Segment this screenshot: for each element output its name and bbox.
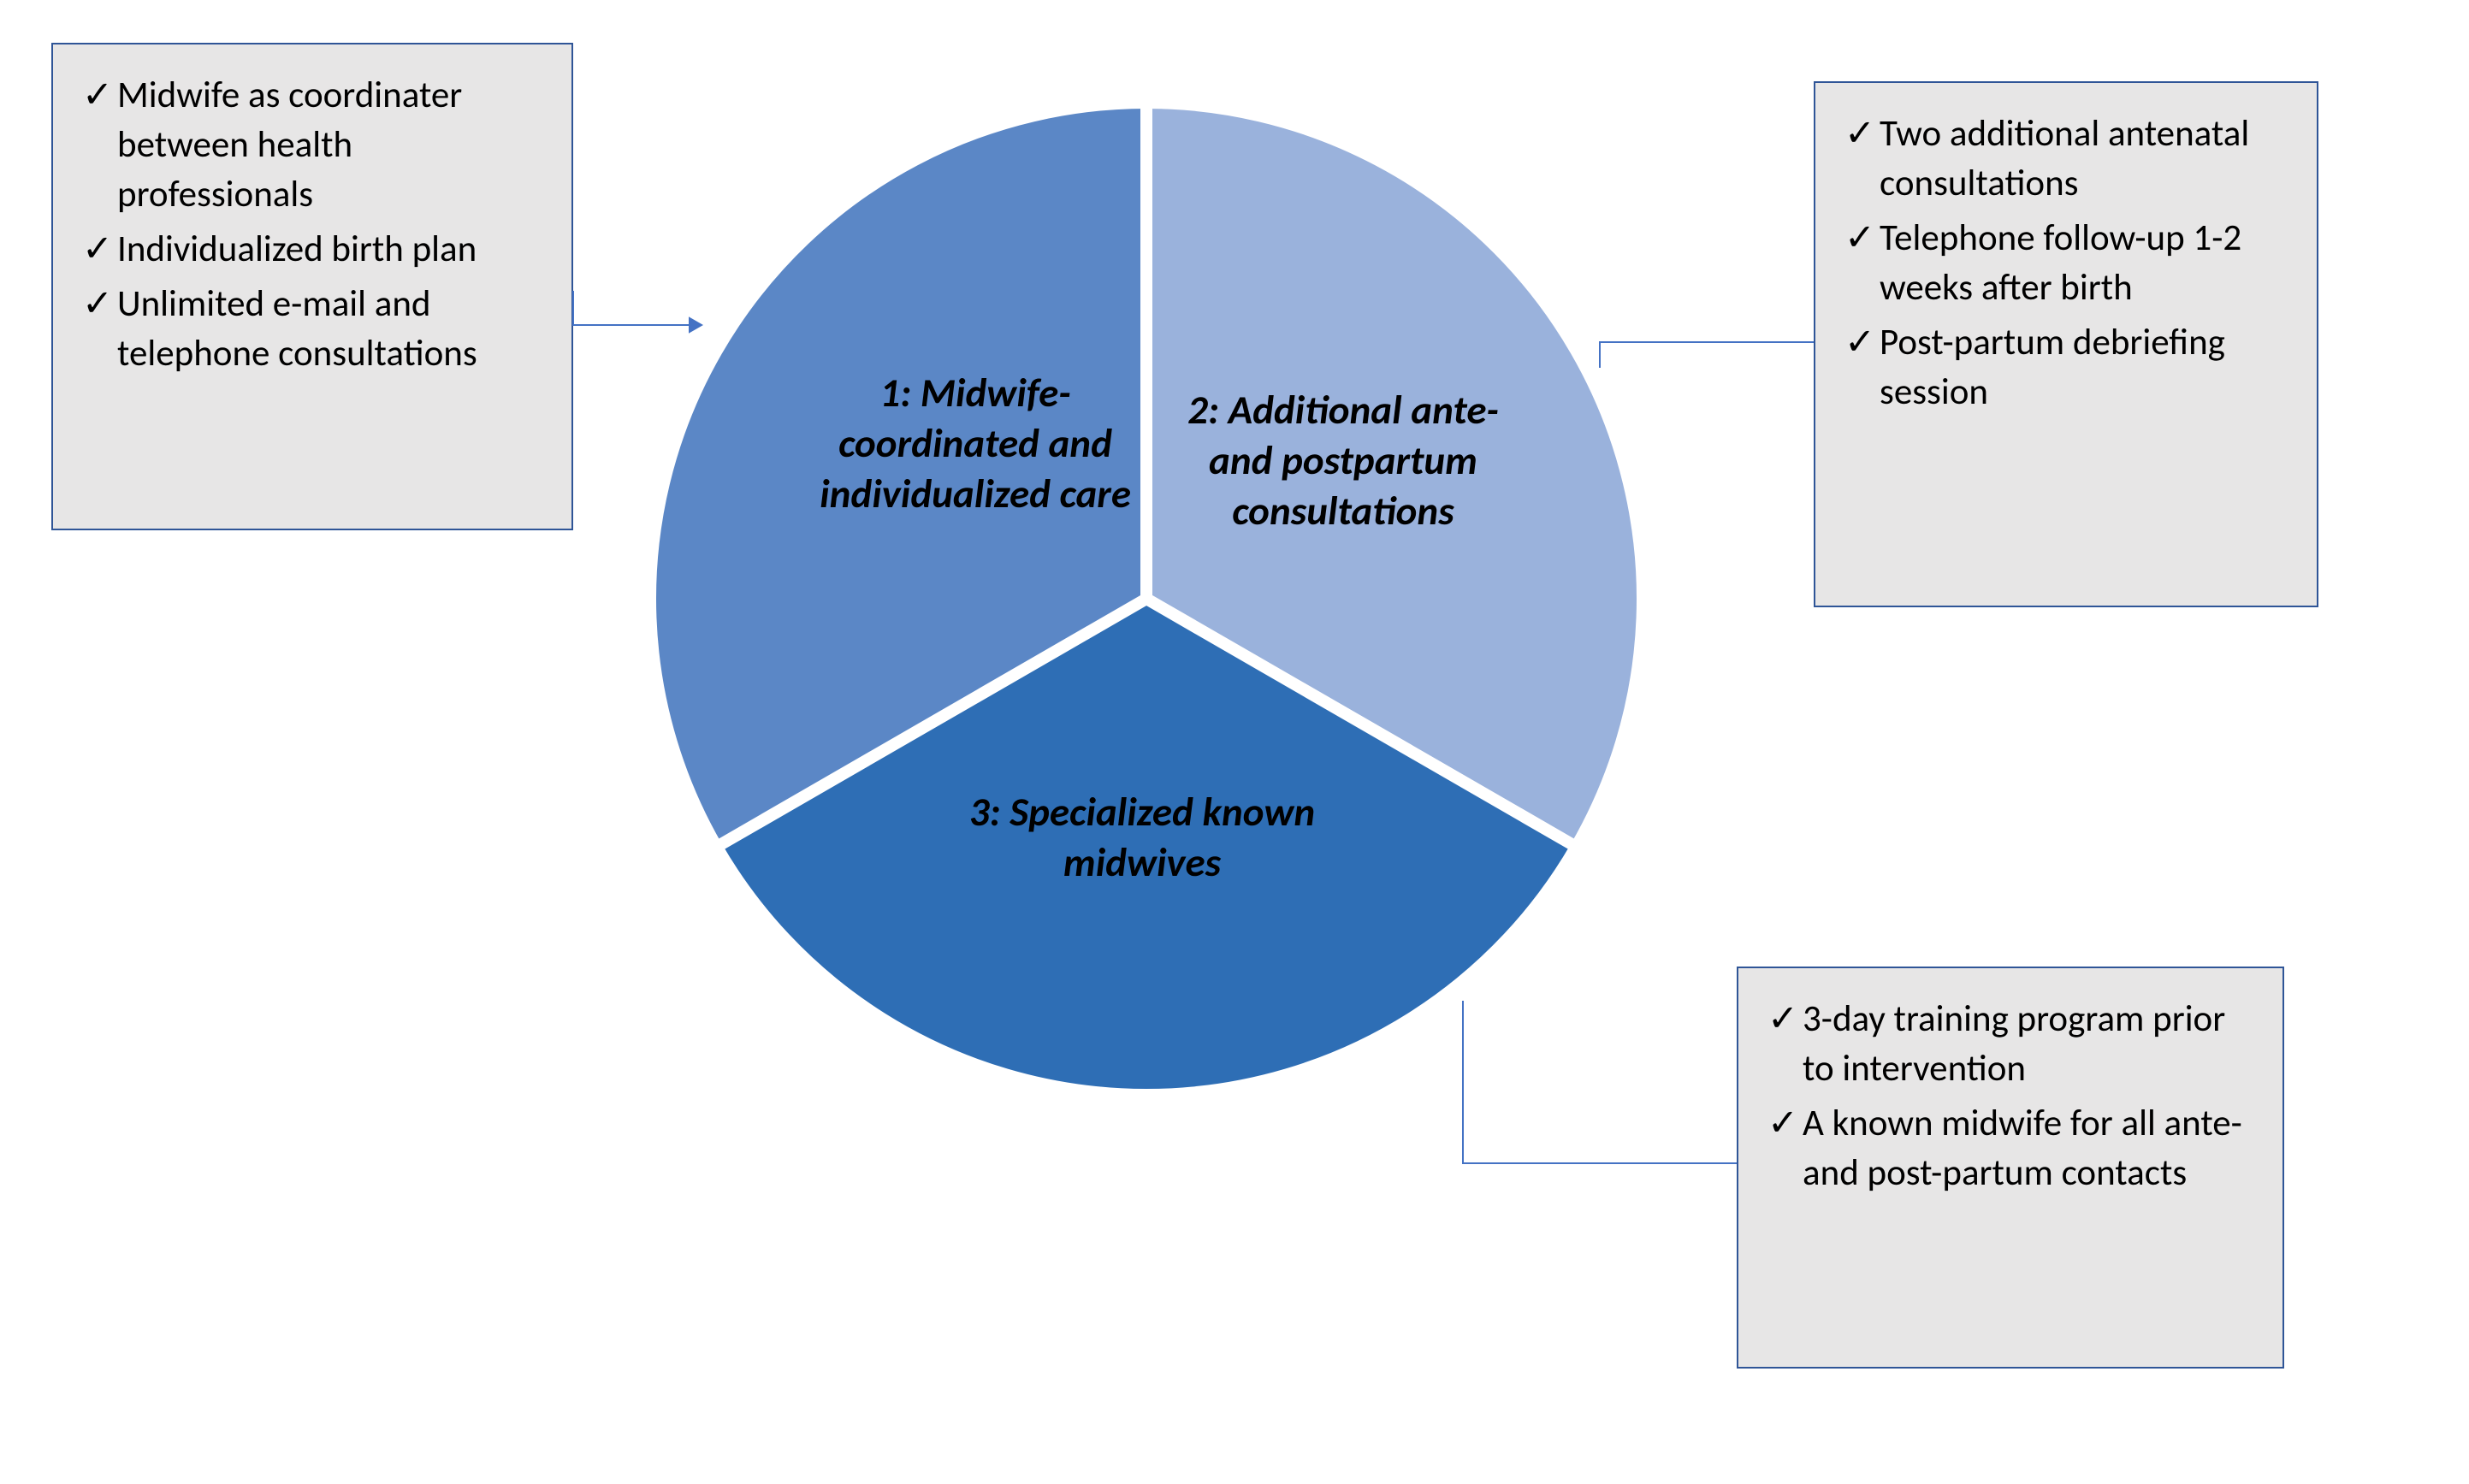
callout-3-connector	[1453, 990, 1747, 1174]
pie-svg	[650, 103, 1643, 1095]
list-item: Two additional antenatal consultations	[1833, 109, 2291, 208]
slice-3-label: 3: Specialized known midwives	[898, 787, 1386, 888]
list-item: Unlimited e-mail and telephone consultat…	[70, 279, 546, 378]
callout-3-list: 3-day training program prior to interven…	[1756, 994, 2257, 1197]
list-item: Telephone follow-up 1-2 weeks after birt…	[1833, 213, 2291, 312]
slice-1-label: 1: Midwife-coordinated and individualize…	[796, 368, 1155, 518]
callout-3: 3-day training program prior to interven…	[1737, 967, 2284, 1369]
callout-2-connector	[1590, 332, 1824, 378]
slice-2-label: 2: Additional ante-and postpartum consul…	[1172, 385, 1514, 535]
pie-chart: 1: Midwife-coordinated and individualize…	[650, 103, 1643, 1095]
list-item: 3-day training program prior to interven…	[1756, 994, 2257, 1093]
list-item: Post-partum debriefing session	[1833, 317, 2291, 417]
list-item: A known midwife for all ante-and post-pa…	[1756, 1098, 2257, 1197]
list-item: Midwife as coordinater between health pr…	[70, 70, 546, 219]
list-item: Individualized birth plan	[70, 224, 546, 274]
callout-1-list: Midwife as coordinater between health pr…	[70, 70, 546, 378]
callout-1: Midwife as coordinater between health pr…	[51, 43, 573, 530]
callout-1-connector	[563, 281, 712, 335]
callout-2: Two additional antenatal consultationsTe…	[1814, 81, 2318, 607]
callout-2-list: Two additional antenatal consultationsTe…	[1833, 109, 2291, 417]
